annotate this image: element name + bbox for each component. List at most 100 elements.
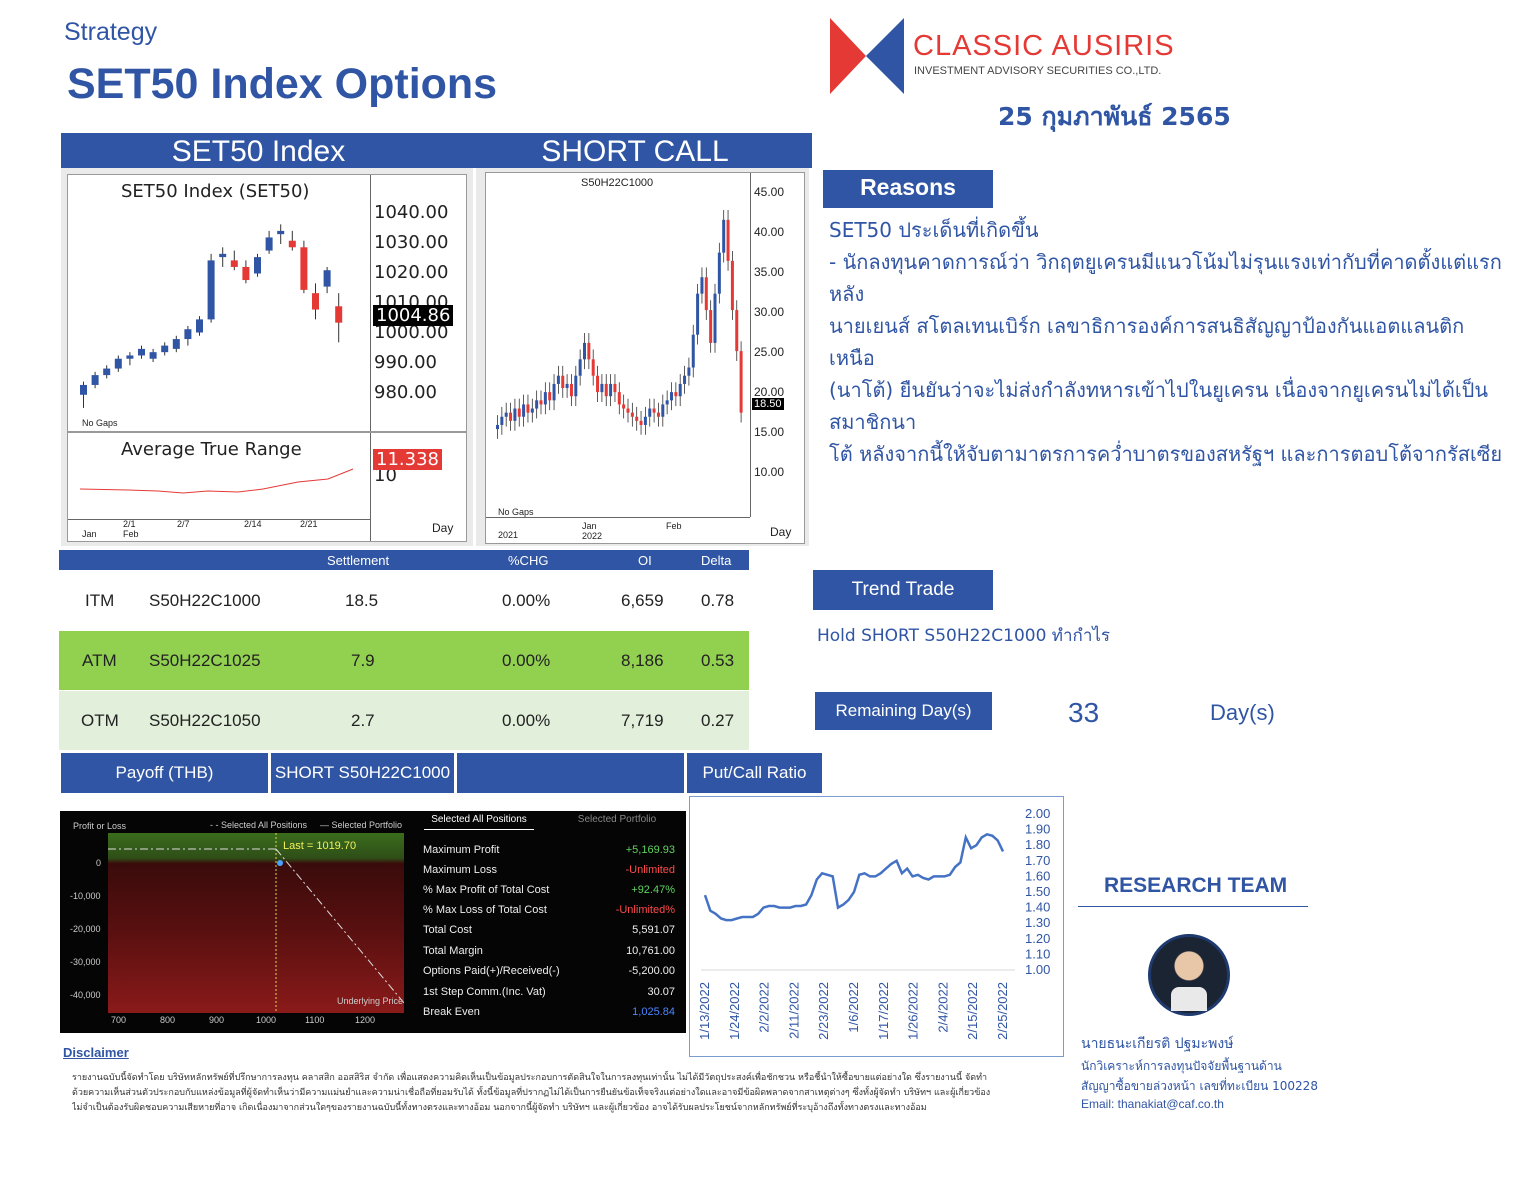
atr-chart: Average True Range 10 11.338 Jan 2/1 Feb…	[67, 432, 467, 542]
call-chart-title: S50H22C1000	[581, 177, 654, 189]
stat-row: Maximum Loss -Unlimited	[423, 864, 675, 876]
candle-body	[561, 375, 565, 389]
candle-body	[526, 404, 530, 413]
candle-body	[709, 310, 713, 343]
candle-body	[172, 339, 180, 349]
pcr-y-tick: 1.40	[1025, 900, 1050, 915]
atr-value-tag: 11.338	[373, 449, 442, 470]
candle-body	[149, 352, 157, 359]
table-row: OTM S50H22C1050 2.7 0.00% 7,719 0.27	[59, 691, 749, 750]
cell-settlement: 18.5	[345, 590, 379, 610]
cell-series: S50H22C1050	[149, 710, 261, 730]
candle-body	[717, 252, 721, 294]
candle-body	[574, 375, 578, 397]
set50-day-label: Day	[432, 521, 454, 535]
payoff-label: Payoff (THB)	[61, 753, 268, 793]
short-call-header-label: SHORT CALL	[541, 135, 729, 168]
candle-body	[630, 412, 634, 417]
col-header-delta: Delta	[701, 553, 732, 568]
cell-oi: 7,719	[621, 710, 664, 730]
candle-body	[103, 368, 111, 376]
candle-body	[609, 383, 613, 397]
call-y-tick: 45.00	[754, 185, 785, 199]
cell-oi: 8,186	[621, 650, 664, 670]
candle-body	[91, 375, 99, 385]
atr-x-axis	[68, 519, 370, 520]
payoff-y-tick: -30,000	[70, 957, 101, 967]
candle-body	[713, 293, 717, 343]
stat-row: Total Cost 5,591.07	[423, 924, 675, 936]
set50-y-tick: 1000.00	[374, 322, 449, 343]
cell-chg: 0.00%	[502, 710, 551, 730]
set50-y-tick: 1040.00	[374, 202, 449, 223]
x-label-2-7: 2/7	[177, 519, 190, 529]
call-candles	[496, 209, 743, 439]
disclaimer-line: รายงานฉบับนี้จัดทำโดย บริษัทหลักทรัพย์ที…	[72, 1073, 988, 1083]
payoff-y-label: Profit or Loss	[73, 821, 127, 831]
call-last-price-tag: 18.50	[752, 398, 784, 410]
stat-value: 30.07	[647, 986, 675, 998]
candle-body	[207, 260, 215, 320]
candle-body	[643, 416, 647, 425]
report-date: 25 กุมภาพันธ์ 2565	[998, 102, 1231, 131]
candle-body	[722, 219, 726, 253]
pcr-x-tick: 2/25/2022	[995, 982, 1010, 1040]
pcr-x-tick: 2/23/2022	[816, 982, 831, 1040]
payoff-x-tick: 700	[111, 1015, 127, 1025]
section-label: Strategy	[64, 18, 158, 46]
stat-row: Break Even 1,025.84	[423, 1006, 675, 1018]
candle-body	[652, 408, 656, 413]
tab-selected-portfolio[interactable]: Selected Portfolio	[577, 814, 657, 825]
candle-body	[696, 293, 700, 335]
pcr-x-tick: 1/26/2022	[906, 982, 921, 1040]
payoff-legend-all: - - Selected All Positions	[210, 820, 308, 830]
put-call-ratio-label: Put/Call Ratio	[687, 753, 822, 793]
candle-body	[622, 404, 626, 409]
candle-body	[543, 392, 547, 405]
candle-body	[126, 355, 134, 359]
candle-body	[522, 404, 526, 417]
candle-body	[600, 383, 604, 393]
cell-moneyness: ITM	[85, 590, 115, 610]
stat-row: % Max Loss of Total Cost -Unlimited%	[423, 904, 675, 916]
candle-body	[678, 383, 682, 397]
call-y-axis	[750, 173, 751, 517]
stat-row: % Max Profit of Total Cost +92.47%	[423, 884, 675, 896]
candle-body	[80, 384, 87, 395]
call-y-tick: 30.00	[754, 305, 785, 319]
atr-title: Average True Range	[121, 439, 302, 460]
candle-body	[656, 412, 660, 417]
reasons-line: (นาโต้) ยืนยันว่าจะไม่ส่งกำลังทหารเข้าไป…	[829, 378, 1489, 434]
disclaimer-line: ด้วยความเห็นส่วนตัวประกอบกับแหล่งข้อมูลท…	[72, 1088, 991, 1098]
candle-body	[683, 375, 687, 384]
reasons-line: นายเยนส์ สโตลเทนเบิร์ก เลขาธิการองค์การส…	[829, 314, 1465, 370]
x-label-2-1: 2/1	[123, 519, 136, 529]
remaining-days-label: Remaining Day(s)	[815, 692, 992, 730]
candle-body	[230, 260, 238, 267]
stat-value: 10,761.00	[626, 945, 675, 957]
analyst-email[interactable]: Email: thanakiat@caf.co.th	[1081, 1097, 1224, 1111]
x-label-jan: Jan	[82, 529, 97, 539]
payoff-x-tick: 1200	[355, 1015, 376, 1025]
candle-body	[254, 257, 261, 274]
candle-body	[704, 277, 708, 311]
payoff-legend-portfolio: — Selected Portfolio	[320, 820, 403, 830]
payoff-plot-area	[108, 833, 404, 1013]
cell-moneyness: ATM	[82, 650, 117, 670]
options-table-header	[59, 550, 749, 570]
tab-selected-all-positions[interactable]: Selected All Positions	[424, 814, 534, 830]
candle-body	[552, 383, 556, 401]
candle-body	[587, 342, 591, 360]
pcr-x-tick: 1/24/2022	[727, 982, 742, 1040]
stat-row: Maximum Profit +5,169.93	[423, 844, 675, 856]
stat-label: 1st Step Comm.(Inc. Vat)	[423, 986, 546, 998]
candle-body	[265, 237, 273, 251]
pcr-x-tick: 2/4/2022	[935, 982, 950, 1033]
stat-label: Total Cost	[423, 924, 472, 936]
candle-body	[335, 306, 343, 323]
pcr-y-tick: 1.70	[1025, 853, 1050, 868]
trend-trade-header: Trend Trade	[813, 570, 993, 610]
stat-value: -Unlimited%	[615, 904, 675, 916]
payoff-x-tick: 1100	[305, 1015, 325, 1025]
candle-body	[674, 392, 678, 397]
